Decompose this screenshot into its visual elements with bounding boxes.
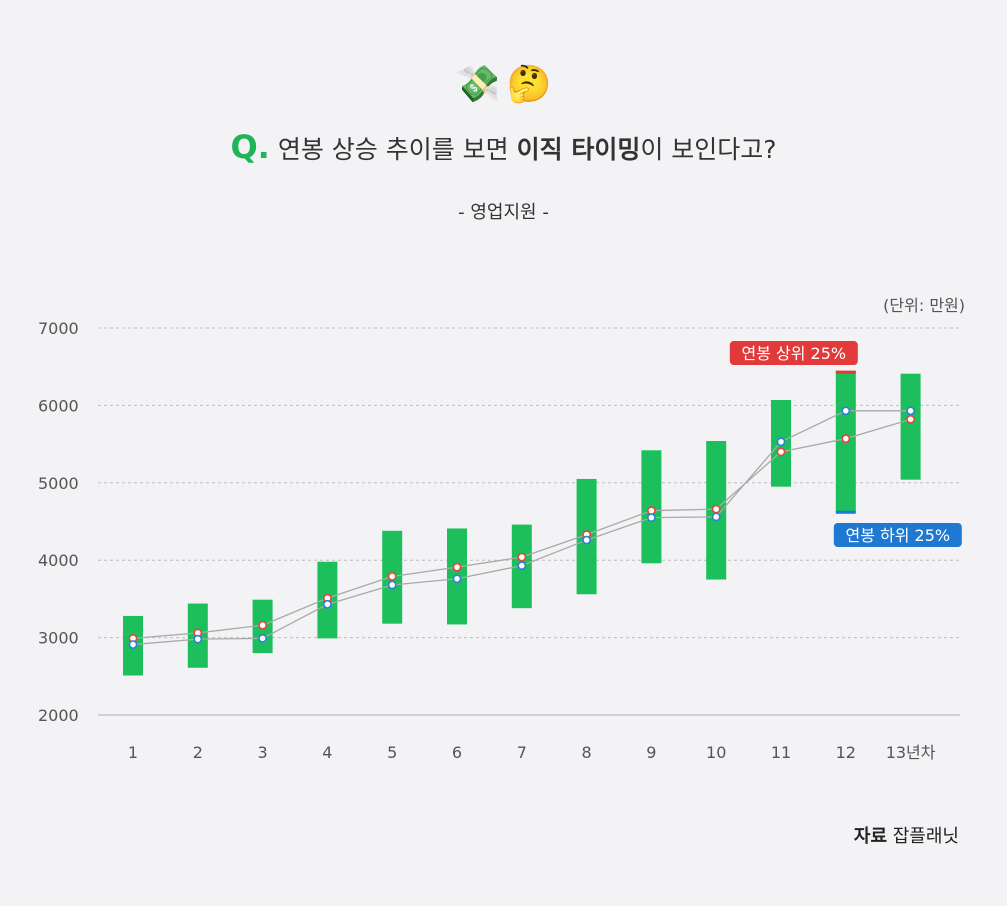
data-point-red-marker: [711, 504, 721, 514]
data-point-blue-marker: [193, 634, 203, 644]
y-tick-label: 3000: [38, 629, 79, 648]
data-point-blue-marker: [387, 580, 397, 590]
x-tick-label: 6: [452, 743, 462, 762]
data-point-blue-marker: [711, 512, 721, 522]
range-bar: [900, 373, 921, 480]
x-tick-label: 8: [582, 743, 592, 762]
x-tick-label: 2: [193, 743, 203, 762]
x-tick-label: 5: [387, 743, 397, 762]
title-part1: 연봉 상승 추이를 보면: [277, 135, 509, 164]
source-label: 자료: [853, 826, 888, 847]
x-tick-label: 11: [771, 743, 791, 762]
data-point-blue-marker: [906, 406, 915, 416]
emoji-row: 💸 🤔: [0, 62, 1007, 108]
source-name: 잡플래닛: [892, 826, 959, 847]
y-tick-label: 4000: [38, 551, 79, 570]
chart-subtitle: - 영업지원 -: [458, 202, 549, 223]
chart-title: Q. 연봉 상승 추이를 보면 이직 타이밍이 보인다고?: [0, 128, 1007, 166]
unit-label: (단위: 만원): [883, 296, 965, 315]
title-bold: 이직 타이밍: [516, 135, 641, 164]
data-point-red-marker: [258, 620, 267, 630]
data-point-blue-marker: [452, 574, 462, 584]
question-mark: Q.: [230, 128, 270, 166]
x-tick-label: 12: [836, 743, 856, 762]
money-wings-icon: 💸: [455, 64, 501, 105]
upper-quartile-label: 연봉 상위 25%: [741, 344, 846, 363]
x-tick-label: 9: [646, 743, 656, 762]
x-tick-label: 3: [258, 743, 268, 762]
thinking-face-icon: 🤔: [506, 64, 552, 105]
lower-quartile-label-bg: [833, 523, 962, 547]
data-point-red-marker: [841, 434, 851, 444]
y-tick-label: 7000: [38, 319, 79, 338]
data-point-red-marker: [906, 414, 915, 424]
y-tick-label: 2000: [38, 706, 79, 725]
data-point-red-marker: [776, 447, 786, 457]
title-part2: 이 보인다고?: [640, 135, 777, 164]
x-tick-label: 4: [322, 743, 332, 762]
data-point-blue-marker: [776, 437, 786, 447]
data-point-blue-marker: [517, 561, 527, 571]
data-point-blue-marker: [647, 513, 656, 523]
data-point-blue-marker: [841, 406, 851, 416]
x-tick-label: 13년차: [886, 743, 936, 762]
data-point-red-marker: [452, 562, 462, 572]
x-tick-label: 7: [517, 743, 527, 762]
source-credit: 자료 잡플래닛: [854, 822, 959, 848]
data-point-blue-marker: [258, 633, 267, 643]
lower-quartile-label: 연봉 하위 25%: [845, 526, 950, 545]
y-tick-label: 5000: [38, 474, 79, 493]
x-tick-label: 1: [128, 743, 138, 762]
y-tick-label: 6000: [38, 396, 79, 415]
upper-quartile-label-bg: [729, 341, 858, 365]
data-point-blue-marker: [322, 599, 332, 609]
data-point-blue-marker: [128, 640, 138, 649]
data-point-blue-marker: [582, 535, 591, 545]
data-point-red-marker: [517, 552, 527, 562]
data-point-red-marker: [647, 506, 656, 516]
data-point-red-marker: [387, 572, 397, 581]
x-tick-label: 10: [706, 743, 726, 762]
